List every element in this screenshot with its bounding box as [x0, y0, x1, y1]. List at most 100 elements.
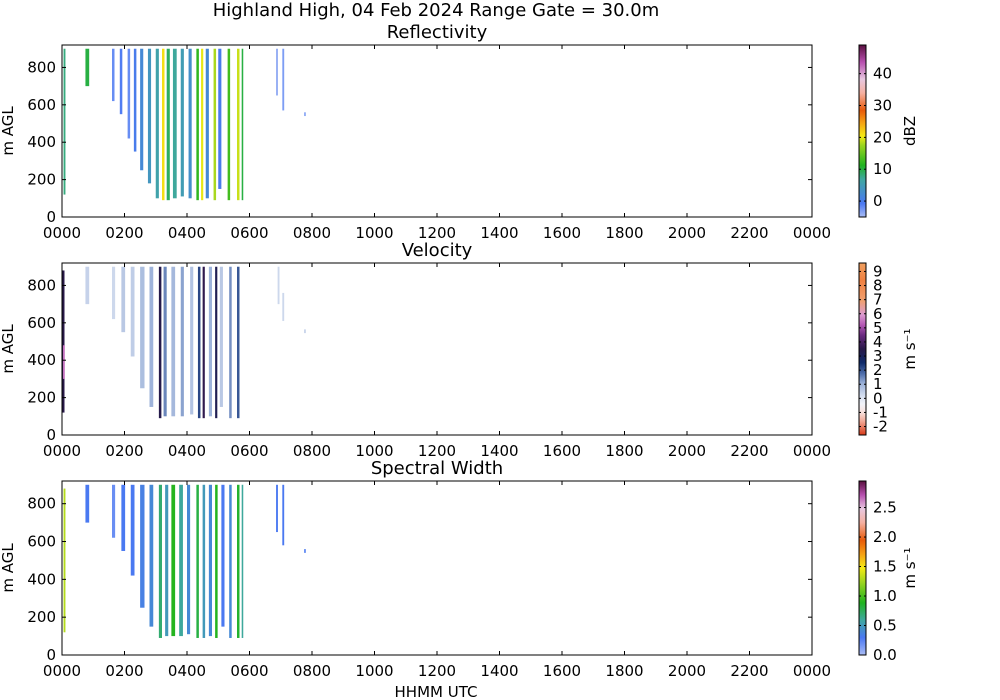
x-tick-label: 0000 [43, 662, 81, 680]
data-strip [196, 48, 199, 201]
data-strip [276, 48, 278, 96]
y-tick-label: 0 [46, 426, 56, 444]
data-strip [187, 484, 191, 635]
x-tick-label: 1600 [543, 224, 581, 242]
data-strip [202, 484, 206, 638]
colorbar-tick-label: 10 [873, 160, 892, 178]
data-strip [149, 484, 154, 627]
x-tick-label: 0200 [105, 442, 143, 460]
colorbar-tick-label: 1.0 [873, 587, 897, 605]
x-tick-label: 0000 [793, 442, 831, 460]
data-strip [166, 48, 170, 201]
colorbar-tick-label: -2 [873, 418, 888, 436]
data-strip [218, 48, 222, 189]
data-strip [180, 266, 184, 417]
data-strip [163, 266, 167, 417]
colorbar-tick-label: 4 [873, 333, 883, 351]
x-tick-label: 1800 [605, 442, 643, 460]
colorbar [858, 44, 867, 218]
data-strip [304, 112, 306, 117]
data-strip [190, 266, 194, 415]
y-tick-label: 800 [27, 58, 56, 76]
data-strip [237, 266, 240, 419]
x-tick-label: 0000 [43, 442, 81, 460]
data-strip [276, 484, 278, 533]
data-strip [277, 266, 280, 305]
y-tick-label: 0 [46, 646, 56, 664]
colorbar-tick-label: 30 [873, 97, 892, 115]
y-tick-label: 600 [27, 314, 56, 332]
y-tick-label: 400 [27, 570, 56, 588]
data-strip [179, 484, 183, 637]
colorbar-tick-label: 0.0 [873, 646, 897, 664]
colorbar-tick-label: 9 [873, 262, 883, 280]
figure-xlabel: HHMM UTC [395, 683, 478, 700]
panel-title: Spectral Width [371, 458, 503, 479]
x-tick-label: 1600 [543, 442, 581, 460]
data-strip [205, 48, 209, 199]
x-tick-label: 2000 [668, 442, 706, 460]
colorbar-tick-label: 6 [873, 305, 883, 323]
x-tick-label: 1200 [418, 224, 456, 242]
data-strip [219, 266, 223, 407]
x-tick-label: 0200 [105, 224, 143, 242]
y-tick-label: 600 [27, 533, 56, 551]
data-strip [158, 484, 162, 638]
x-tick-label: 2200 [730, 442, 768, 460]
data-strip [241, 48, 244, 201]
x-tick-label: 0400 [168, 442, 206, 460]
data-strip [213, 48, 217, 201]
data-strip [208, 266, 212, 417]
x-tick-label: 1400 [480, 442, 518, 460]
panel-title: Reflectivity [387, 22, 488, 43]
y-tick-label: 600 [27, 96, 56, 114]
data-strip [158, 266, 162, 419]
data-strip [304, 549, 306, 553]
colorbar-tick-label: 0.5 [873, 617, 897, 635]
data-strip [85, 48, 90, 87]
colorbar-tick-label: 2.0 [873, 528, 897, 546]
x-tick-label: 2200 [730, 224, 768, 242]
x-tick-label: 0600 [230, 224, 268, 242]
data-strip [149, 266, 154, 407]
x-tick-label: 0800 [293, 224, 331, 242]
data-strip [237, 484, 240, 638]
x-tick-label: 0600 [230, 662, 268, 680]
data-strip [130, 266, 135, 357]
colorbar-tick-label: -1 [873, 403, 888, 421]
data-strip [202, 266, 205, 419]
x-tick-label: 0400 [168, 662, 206, 680]
y-axis-label: m AGL [0, 106, 17, 156]
data-strip [180, 48, 184, 197]
x-tick-label: 0400 [168, 224, 206, 242]
data-strip [172, 48, 177, 199]
x-tick-label: 0000 [43, 224, 81, 242]
figure-title: Highland High, 04 Feb 2024 Range Gate = … [213, 0, 660, 21]
data-strip [140, 484, 145, 608]
x-tick-label: 0800 [293, 662, 331, 680]
x-tick-label: 1200 [418, 662, 456, 680]
x-tick-label: 0000 [793, 662, 831, 680]
data-strip [282, 484, 285, 546]
data-strip [85, 266, 90, 305]
data-strip [121, 266, 126, 333]
colorbar [858, 480, 867, 656]
data-strip [112, 484, 116, 538]
data-strip [237, 48, 240, 201]
x-tick-label: 1000 [355, 442, 393, 460]
colorbar-tick-label: 1.5 [873, 558, 897, 576]
data-strip [171, 484, 176, 637]
colorbar-tick-label: 7 [873, 291, 883, 309]
colorbar-tick-label: 20 [873, 128, 892, 146]
x-tick-label: 1000 [355, 662, 393, 680]
y-tick-label: 800 [27, 495, 56, 513]
data-strip [227, 48, 231, 201]
data-strip [165, 484, 169, 637]
x-tick-label: 0200 [105, 662, 143, 680]
data-strip [215, 266, 218, 419]
x-tick-label: 1000 [355, 224, 393, 242]
data-strip [85, 484, 90, 523]
